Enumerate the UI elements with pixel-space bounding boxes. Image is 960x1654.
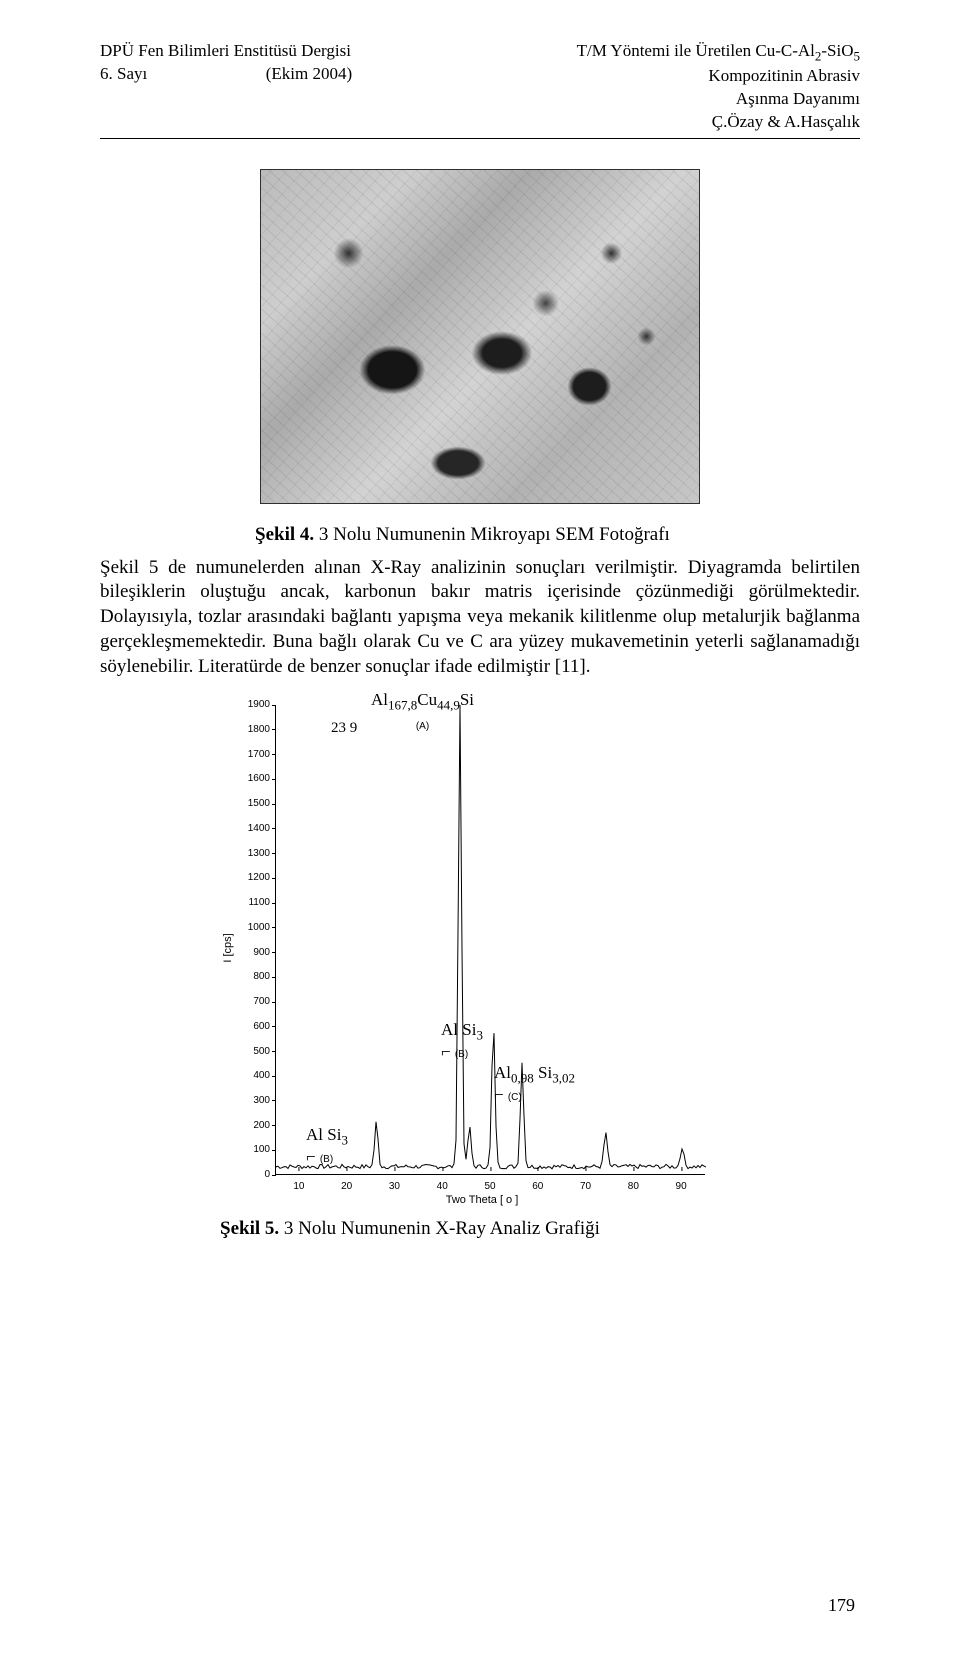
- authors: Ç.Özay & A.Hasçalık: [577, 111, 860, 134]
- xrd-chart: I [cps] Al167,8Cu44,9Si (A) 23 9 Al Si3 …: [220, 695, 715, 1200]
- peak-label-c: Al0,98 Si3,02 ⌐ (C): [494, 1063, 575, 1104]
- y-tick: 600: [220, 1021, 270, 1032]
- trace-svg: [276, 705, 706, 1175]
- y-tick: 1600: [220, 773, 270, 784]
- paper-title-line3: Aşınma Dayanımı: [577, 88, 860, 111]
- figure4-caption: Şekil 4. 3 Nolu Numunenin Mikroyapı SEM …: [255, 524, 860, 546]
- y-tick: 1500: [220, 798, 270, 809]
- y-tick: 1700: [220, 749, 270, 760]
- y-tick: 400: [220, 1070, 270, 1081]
- y-tick: 1400: [220, 823, 270, 834]
- x-tick: 40: [437, 1181, 448, 1192]
- x-tick: 70: [580, 1181, 591, 1192]
- peak-label-b2: Al Si3 ⌐ (B): [306, 1125, 348, 1166]
- y-tick: 300: [220, 1095, 270, 1106]
- y-tick: 1900: [220, 699, 270, 710]
- y-tick: 200: [220, 1120, 270, 1131]
- x-tick: 80: [628, 1181, 639, 1192]
- y-tick: 100: [220, 1144, 270, 1155]
- y-tick: 0: [220, 1169, 270, 1180]
- y-tick: 1300: [220, 848, 270, 859]
- y-tick: 1100: [220, 897, 270, 908]
- y-tick: 900: [220, 947, 270, 958]
- journal-title: DPÜ Fen Bilimleri Enstitüsü Dergisi: [100, 40, 352, 63]
- figure5-caption: Şekil 5. 3 Nolu Numunenin X-Ray Analiz G…: [220, 1218, 860, 1240]
- paper-title-line2: Kompozitinin Abrasiv: [577, 65, 860, 88]
- peak-label-a-extra: 23 9: [331, 720, 357, 737]
- x-tick: 10: [293, 1181, 304, 1192]
- y-tick: 700: [220, 996, 270, 1007]
- x-tick: 20: [341, 1181, 352, 1192]
- x-tick: 30: [389, 1181, 400, 1192]
- issue-line: 6. Sayı (Ekim 2004): [100, 63, 352, 86]
- x-tick: 50: [484, 1181, 495, 1192]
- y-tick: 1000: [220, 922, 270, 933]
- y-tick: 1200: [220, 872, 270, 883]
- header-left: DPÜ Fen Bilimleri Enstitüsü Dergisi 6. S…: [100, 40, 352, 134]
- header-right: T/M Yöntemi ile Üretilen Cu-C-Al2-SiO5 K…: [577, 40, 860, 134]
- x-tick: 60: [532, 1181, 543, 1192]
- sem-micrograph: [260, 169, 700, 504]
- plot-area: Al167,8Cu44,9Si (A) 23 9 Al Si3 ⌐ (B) Al…: [275, 705, 705, 1175]
- y-tick: 500: [220, 1046, 270, 1057]
- y-tick: 1800: [220, 724, 270, 735]
- paper-title-line1: T/M Yöntemi ile Üretilen Cu-C-Al2-SiO5: [577, 40, 860, 65]
- peak-label-a: Al167,8Cu44,9Si (A): [371, 690, 474, 733]
- running-header: DPÜ Fen Bilimleri Enstitüsü Dergisi 6. S…: [100, 40, 860, 139]
- x-tick: 90: [676, 1181, 687, 1192]
- page-number: 179: [828, 1595, 855, 1616]
- y-tick: 800: [220, 971, 270, 982]
- body-paragraph: Şekil 5 de numunelerden alınan X-Ray ana…: [100, 556, 860, 679]
- x-axis-label: Two Theta [ o ]: [446, 1194, 519, 1206]
- peak-label-b1: Al Si3 ⌐ (B): [441, 1020, 483, 1061]
